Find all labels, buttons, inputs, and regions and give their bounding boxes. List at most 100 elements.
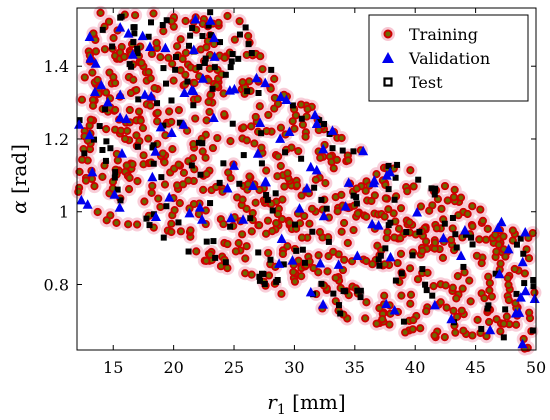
training-point (193, 94, 202, 104)
training-point (226, 137, 235, 146)
training-point (191, 114, 200, 123)
training-point (492, 247, 501, 256)
x-tick-label: 45 (465, 358, 485, 377)
training-point (148, 181, 157, 191)
test-point (209, 85, 216, 92)
training-point (447, 235, 456, 245)
test-point (301, 259, 308, 266)
test-point (258, 160, 265, 167)
training-point (136, 116, 145, 125)
training-point (481, 235, 491, 244)
training-point (492, 315, 501, 324)
x-tick-label: 50 (526, 358, 546, 377)
training-point (496, 327, 505, 336)
x-tick-label: 25 (224, 358, 244, 377)
validation-point (305, 161, 316, 172)
test-point (196, 63, 203, 70)
points-layer (74, 8, 540, 353)
training-point (160, 180, 170, 189)
validation-point (160, 42, 171, 53)
training-point (255, 221, 264, 230)
training-point (396, 204, 406, 213)
training-point (244, 31, 253, 41)
training-point (524, 254, 534, 263)
training-point (367, 196, 376, 206)
training-point (230, 35, 239, 44)
training-point (425, 206, 434, 215)
training-point (190, 78, 199, 88)
test-point (205, 22, 212, 29)
training-point (380, 291, 389, 300)
training-point (159, 26, 168, 36)
training-point (199, 185, 208, 194)
training-point (394, 224, 404, 233)
test-point (375, 256, 382, 263)
training-point (503, 274, 512, 283)
test-point (99, 26, 106, 33)
validation-point (493, 222, 504, 233)
test-point (236, 180, 243, 187)
training-point (401, 328, 410, 337)
training-point (274, 152, 283, 161)
training-point (134, 107, 144, 116)
x-tick-label: 35 (345, 358, 365, 377)
validation-point (515, 292, 526, 302)
training-point (430, 238, 440, 247)
training-point (167, 117, 176, 127)
training-point (385, 320, 394, 329)
training-point (270, 104, 279, 113)
training-point (77, 95, 87, 104)
legend-label-validation: Validation (408, 49, 490, 68)
test-point (159, 22, 166, 29)
training-point (362, 298, 371, 307)
test-point (318, 280, 325, 287)
training-point (176, 35, 185, 44)
training-point (337, 190, 346, 199)
training-point (124, 220, 133, 229)
test-point (117, 14, 124, 21)
validation-point (340, 201, 351, 211)
test-point (145, 33, 152, 40)
training-point (333, 207, 342, 216)
training-point (383, 227, 392, 237)
test-point (107, 145, 114, 152)
validation-point (228, 160, 239, 170)
training-point (255, 185, 264, 195)
training-point (494, 240, 504, 249)
test-point (391, 196, 398, 203)
test-point (298, 155, 305, 162)
training-point (405, 264, 415, 273)
test-point (131, 30, 138, 37)
test-point (150, 160, 157, 167)
training-point (102, 125, 111, 134)
training-point (125, 173, 134, 182)
training-point (381, 194, 390, 203)
training-point (223, 239, 232, 249)
training-point (181, 16, 190, 26)
validation-point (224, 85, 235, 95)
validation-point (496, 216, 507, 227)
training-point (178, 180, 188, 189)
test-point (228, 58, 235, 65)
test-point (242, 24, 249, 31)
validation-point (287, 255, 298, 265)
training-point (120, 52, 129, 61)
test-point (321, 120, 328, 127)
test-point (210, 238, 217, 245)
test-point (293, 247, 300, 254)
validation-point (503, 243, 514, 254)
training-point (152, 38, 161, 47)
training-point (176, 66, 185, 75)
validation-point (385, 251, 396, 262)
test-point (163, 17, 170, 24)
training-point (234, 239, 243, 248)
test-point (422, 281, 429, 288)
validation-point (123, 28, 134, 38)
training-point (268, 227, 277, 236)
training-point (468, 222, 477, 231)
test-point (357, 294, 364, 301)
test-point (175, 219, 182, 226)
test-point (484, 305, 491, 312)
test-point (227, 64, 234, 71)
